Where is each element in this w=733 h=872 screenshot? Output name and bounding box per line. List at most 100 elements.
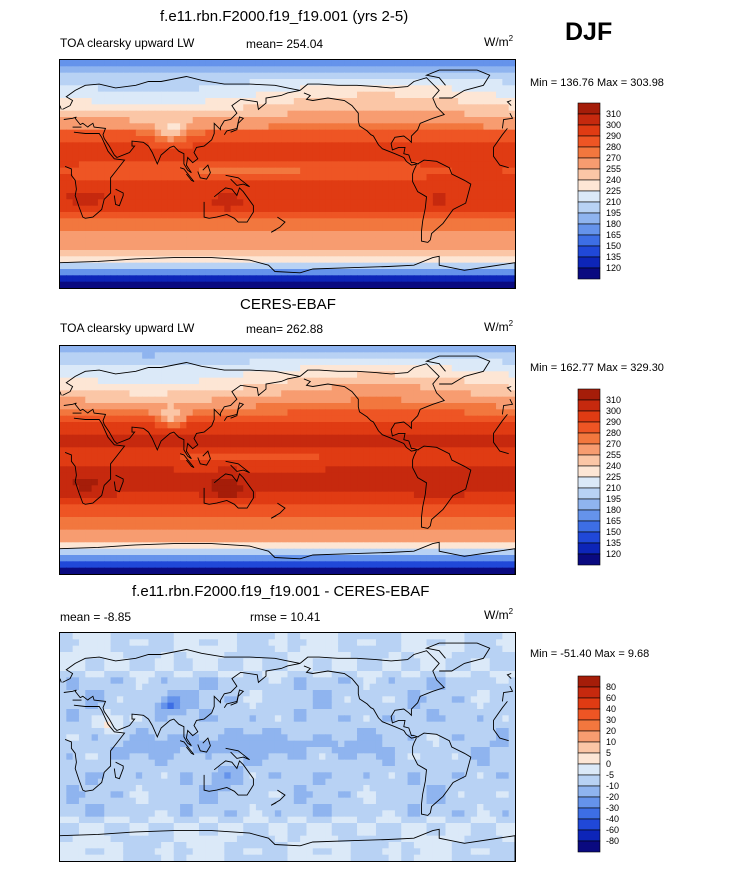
field-cell bbox=[502, 281, 510, 288]
field-cell bbox=[123, 409, 131, 417]
field-cell bbox=[192, 186, 200, 194]
field-cell bbox=[161, 256, 169, 264]
field-cell bbox=[186, 536, 194, 543]
field-cell bbox=[401, 523, 409, 531]
field-cell bbox=[338, 123, 345, 131]
field-cell bbox=[420, 358, 428, 366]
field-cell bbox=[97, 123, 105, 131]
field-cell bbox=[249, 377, 257, 385]
field-cell bbox=[281, 453, 289, 461]
field-cell bbox=[464, 136, 472, 143]
field-cell bbox=[129, 472, 137, 480]
field-cell bbox=[382, 66, 390, 74]
field-cell bbox=[502, 212, 510, 219]
field-cell bbox=[451, 485, 459, 493]
field-cell bbox=[388, 460, 396, 467]
field-cell bbox=[496, 491, 503, 499]
field-cell bbox=[407, 186, 415, 194]
field-cell bbox=[110, 346, 118, 353]
field-cell bbox=[420, 352, 428, 360]
field-cell bbox=[439, 434, 447, 442]
field-cell bbox=[293, 91, 301, 99]
field-cell bbox=[312, 390, 320, 398]
field-cell bbox=[211, 269, 219, 276]
field-cell bbox=[451, 358, 459, 366]
field-cell bbox=[325, 365, 333, 372]
field-cell bbox=[104, 129, 112, 137]
field-cell bbox=[388, 504, 396, 512]
field-cell bbox=[483, 472, 491, 480]
field-cell bbox=[300, 460, 308, 467]
field-cell bbox=[110, 180, 118, 188]
field-cell bbox=[199, 91, 206, 99]
field-cell bbox=[186, 199, 194, 207]
field-cell bbox=[401, 237, 409, 245]
field-cell bbox=[129, 453, 137, 461]
field-cell bbox=[110, 212, 118, 219]
field-cell bbox=[477, 79, 484, 86]
field-cell bbox=[350, 453, 358, 461]
field-cell bbox=[72, 237, 80, 245]
field-cell bbox=[458, 237, 466, 245]
field-cell bbox=[407, 85, 415, 93]
field-cell bbox=[142, 523, 150, 531]
field-cell bbox=[72, 453, 80, 461]
field-cell bbox=[483, 256, 491, 264]
field-cell bbox=[375, 117, 383, 124]
field-cell bbox=[312, 352, 320, 360]
field-cell bbox=[217, 117, 225, 124]
field-cell bbox=[464, 504, 472, 512]
field-cell bbox=[401, 269, 409, 276]
field-cell bbox=[426, 256, 434, 264]
field-cell bbox=[426, 250, 434, 257]
field-cell bbox=[173, 409, 181, 417]
field-cell bbox=[243, 60, 251, 67]
field-cell bbox=[154, 523, 162, 531]
field-cell bbox=[331, 110, 339, 118]
field-cell bbox=[325, 536, 333, 543]
field-cell bbox=[413, 167, 421, 175]
field-cell bbox=[104, 523, 112, 531]
field-cell bbox=[243, 384, 251, 391]
field-cell bbox=[154, 269, 162, 276]
field-cell bbox=[363, 136, 371, 143]
field-cell bbox=[382, 409, 390, 417]
field-cell bbox=[129, 365, 137, 372]
field-cell bbox=[205, 529, 213, 537]
field-cell bbox=[445, 269, 453, 276]
field-cell bbox=[262, 453, 270, 461]
field-cell bbox=[451, 517, 459, 524]
field-cell bbox=[211, 155, 219, 162]
field-cell bbox=[142, 510, 150, 518]
field-cell bbox=[338, 365, 345, 372]
field-cell bbox=[116, 66, 124, 74]
field-cell bbox=[217, 224, 225, 232]
field-cell bbox=[268, 352, 276, 360]
field-cell bbox=[306, 142, 314, 150]
field-cell bbox=[293, 72, 301, 80]
field-cell bbox=[300, 91, 308, 99]
field-cell bbox=[123, 148, 131, 156]
field-cell bbox=[477, 415, 484, 423]
field-cell bbox=[357, 161, 364, 169]
field-cell bbox=[173, 231, 181, 238]
field-cell bbox=[129, 434, 137, 442]
field-cell bbox=[420, 60, 428, 67]
field-cell bbox=[281, 517, 289, 524]
field-cell bbox=[300, 485, 308, 493]
field-cell bbox=[167, 91, 175, 99]
field-cell bbox=[426, 148, 434, 156]
field-cell bbox=[281, 377, 289, 385]
field-cell bbox=[274, 117, 282, 124]
field-cell bbox=[262, 447, 270, 455]
field-cell bbox=[123, 453, 131, 461]
field-cell bbox=[199, 193, 206, 200]
field-cell bbox=[217, 91, 225, 99]
field-cell bbox=[496, 510, 503, 518]
field-cell bbox=[268, 422, 276, 429]
field-cell bbox=[325, 98, 333, 105]
field-cell bbox=[148, 428, 156, 436]
field-cell bbox=[205, 250, 213, 257]
field-cell bbox=[180, 129, 187, 137]
field-cell bbox=[60, 205, 67, 213]
